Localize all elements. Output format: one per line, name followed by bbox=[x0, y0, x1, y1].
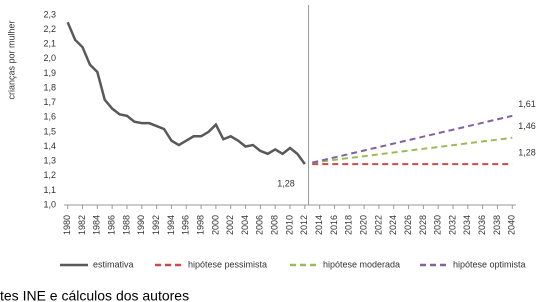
x-tick-label: 1990 bbox=[136, 215, 146, 235]
data-label: 1,28 bbox=[277, 178, 295, 188]
y-tick-label: 2,0 bbox=[43, 53, 56, 63]
x-tick-label: 2030 bbox=[433, 215, 443, 235]
x-tick-label: 1988 bbox=[121, 215, 131, 235]
y-tick-label: 1,7 bbox=[43, 97, 56, 107]
data-label: 1,46 bbox=[518, 121, 536, 131]
x-tick-label: 1994 bbox=[166, 215, 176, 235]
y-tick-label: 1,9 bbox=[43, 68, 56, 78]
y-tick-label: 1,5 bbox=[43, 126, 56, 136]
legend-label: hipótese optimista bbox=[453, 259, 526, 269]
y-tick-label: 2,2 bbox=[43, 24, 56, 34]
legend-label: estimativa bbox=[93, 259, 134, 269]
y-tick-label: 2,1 bbox=[43, 39, 56, 49]
x-tick-label: 2040 bbox=[507, 215, 517, 235]
x-tick-label: 2020 bbox=[358, 215, 368, 235]
series-line bbox=[312, 114, 513, 164]
x-tick-label: 2006 bbox=[255, 215, 265, 235]
legend-label: hipótese pessimista bbox=[188, 259, 267, 269]
y-tick-label: 2,3 bbox=[43, 9, 56, 19]
x-tick-label: 2000 bbox=[210, 215, 220, 235]
x-tick-label: 2008 bbox=[270, 215, 280, 235]
y-tick-label: 1,1 bbox=[43, 185, 56, 195]
x-tick-label: 1996 bbox=[181, 215, 191, 235]
x-tick-label: 1984 bbox=[92, 215, 102, 235]
legend-label: hipótese moderada bbox=[323, 259, 400, 269]
series-line bbox=[312, 136, 513, 164]
x-tick-label: 2038 bbox=[492, 215, 502, 235]
x-tick-label: 2022 bbox=[373, 215, 383, 235]
series-line bbox=[66, 21, 306, 165]
x-tick-label: 2016 bbox=[329, 215, 339, 235]
x-tick-label: 2026 bbox=[403, 215, 413, 235]
y-tick-label: 1,8 bbox=[43, 82, 56, 92]
y-tick-label: 1,4 bbox=[43, 141, 56, 151]
x-tick-label: 2002 bbox=[225, 215, 235, 235]
x-tick-label: 2036 bbox=[477, 215, 487, 235]
data-label: 1,61 bbox=[518, 99, 536, 109]
x-tick-label: 2018 bbox=[344, 215, 354, 235]
x-tick-label: 1998 bbox=[195, 215, 205, 235]
y-axis-label: crianças por mulher bbox=[6, 20, 16, 99]
source: tes INE e cálculos dos autores bbox=[0, 288, 189, 302]
y-tick-label: 1,0 bbox=[43, 199, 56, 209]
x-tick-label: 1982 bbox=[77, 215, 87, 235]
x-tick-label: 2014 bbox=[314, 215, 324, 235]
x-tick-label: 2004 bbox=[240, 215, 250, 235]
data-label: 1,28 bbox=[518, 147, 536, 157]
y-tick-label: 1,2 bbox=[43, 170, 56, 180]
x-tick-label: 2024 bbox=[388, 215, 398, 235]
x-tick-label: 2010 bbox=[284, 215, 294, 235]
y-tick-label: 1,3 bbox=[43, 156, 56, 166]
y-tick-label: 1,6 bbox=[43, 112, 56, 122]
x-tick-label: 1992 bbox=[151, 215, 161, 235]
x-tick-label: 2012 bbox=[299, 215, 309, 235]
x-tick-label: 1986 bbox=[107, 215, 117, 235]
x-tick-label: 2034 bbox=[462, 215, 472, 235]
x-tick-label: 2032 bbox=[447, 215, 457, 235]
x-tick-label: 1980 bbox=[62, 215, 72, 235]
x-tick-label: 2028 bbox=[418, 215, 428, 235]
